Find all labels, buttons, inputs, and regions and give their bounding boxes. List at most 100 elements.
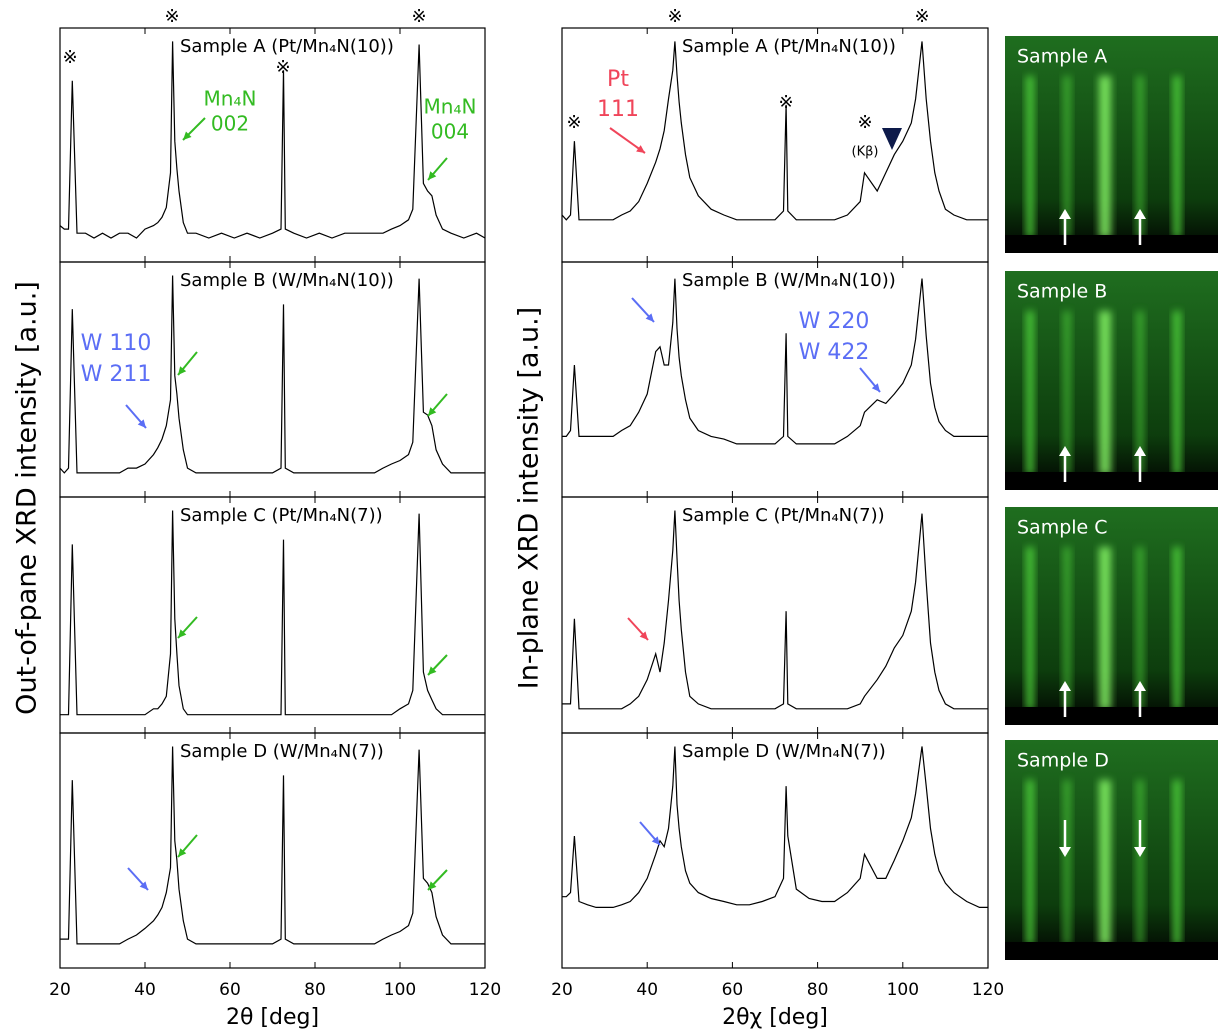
x-tick-label: 20 bbox=[551, 980, 573, 1000]
rheed-background bbox=[1005, 271, 1218, 490]
annotation: ※ bbox=[62, 47, 77, 68]
annotation: ※ bbox=[411, 6, 426, 27]
rheed-arrow-head bbox=[1059, 681, 1071, 691]
rheed-streak bbox=[1063, 547, 1071, 710]
annotation: W 211 bbox=[81, 362, 152, 387]
xrd-line bbox=[562, 278, 988, 445]
rheed-arrow-head bbox=[1134, 681, 1146, 691]
rheed-streak bbox=[1173, 311, 1181, 475]
panel-title: Sample D (W/Mn₄N(7)) bbox=[682, 741, 886, 762]
x-tick-label: 60 bbox=[219, 980, 241, 1000]
xrd-line bbox=[59, 41, 486, 239]
x-tick-label: 120 bbox=[469, 980, 501, 1000]
rheed-streak bbox=[1063, 76, 1071, 238]
xrd-line bbox=[561, 41, 988, 221]
rheed-streak bbox=[1173, 780, 1181, 945]
annotation: W 422 bbox=[799, 340, 870, 365]
panel-title: Sample C (Pt/Mn₄N(7)) bbox=[682, 505, 885, 526]
arrow-head bbox=[139, 881, 148, 890]
x-tick-label: 100 bbox=[887, 980, 919, 1000]
arrow-head bbox=[178, 848, 187, 857]
rheed-image: Sample C bbox=[1005, 507, 1218, 725]
rheed-background bbox=[1005, 740, 1218, 960]
arrow-head bbox=[137, 419, 146, 428]
marker-triangle bbox=[882, 128, 902, 150]
image-label: Sample C bbox=[1017, 517, 1108, 539]
arrow-head bbox=[428, 881, 437, 890]
x-axis-label: 2θ [deg] bbox=[226, 1005, 319, 1030]
annotation: 004 bbox=[431, 120, 469, 144]
y-axis-label: Out-of-pane XRD intensity [a.u.] bbox=[12, 281, 43, 715]
rheed-streak bbox=[1136, 76, 1144, 238]
arrow-head bbox=[178, 366, 187, 375]
rheed-arrow-head bbox=[1134, 446, 1146, 456]
arrow-head bbox=[183, 131, 192, 140]
rheed-arrow-head bbox=[1134, 847, 1146, 857]
xrd-line bbox=[562, 510, 988, 710]
arrow-head bbox=[428, 171, 437, 180]
panel-frame bbox=[561, 496, 989, 734]
x-tick-label: 20 bbox=[49, 980, 71, 1000]
annotation: ※ bbox=[914, 6, 929, 27]
panel-frame bbox=[561, 732, 989, 969]
annotation: ※ bbox=[275, 57, 290, 78]
rheed-streak bbox=[1026, 76, 1034, 238]
annotation: ※ bbox=[857, 112, 872, 133]
annotation: W 220 bbox=[799, 309, 870, 334]
panel-title: Sample D (W/Mn₄N(7)) bbox=[180, 741, 384, 762]
rheed-image: Sample B bbox=[1005, 271, 1218, 490]
annotation: W 110 bbox=[81, 331, 152, 356]
rheed-image: Sample D bbox=[1005, 740, 1218, 960]
arrow-head bbox=[639, 631, 648, 640]
xrd-line bbox=[562, 746, 988, 908]
y-axis-label: In-plane XRD intensity [a.u.] bbox=[514, 307, 545, 689]
rheed-streak bbox=[1136, 547, 1144, 710]
arrow-head bbox=[636, 145, 645, 153]
rheed-image: Sample A bbox=[1005, 36, 1218, 253]
panel-title: Sample C (Pt/Mn₄N(7)) bbox=[180, 505, 383, 526]
x-tick-label: 60 bbox=[722, 980, 744, 1000]
rheed-streak bbox=[1136, 780, 1144, 945]
rheed-streak bbox=[1136, 311, 1144, 475]
annotation: 002 bbox=[211, 112, 249, 136]
image-label: Sample D bbox=[1017, 750, 1109, 772]
rheed-arrow-head bbox=[1059, 847, 1071, 857]
x-tick-label: 80 bbox=[304, 980, 326, 1000]
rheed-shadow bbox=[1005, 707, 1218, 725]
arrow-head bbox=[871, 383, 880, 392]
rheed-streak bbox=[1173, 547, 1181, 710]
arrow-head bbox=[645, 313, 654, 322]
annotation: ※ bbox=[778, 92, 793, 113]
arrow-head bbox=[178, 629, 187, 638]
annotation: (Kβ) bbox=[852, 145, 879, 160]
rheed-streak bbox=[1099, 76, 1111, 238]
panel-frame bbox=[561, 261, 989, 498]
rheed-streak bbox=[1173, 76, 1181, 238]
rheed-streak bbox=[1099, 311, 1111, 475]
x-tick-label: 100 bbox=[384, 980, 416, 1000]
panel-title: Sample A (Pt/Mn₄N(10)) bbox=[180, 36, 394, 57]
rheed-shadow bbox=[1005, 235, 1218, 253]
x-tick-label: 40 bbox=[636, 980, 658, 1000]
panel-frame bbox=[59, 732, 486, 969]
rheed-shadow bbox=[1005, 942, 1218, 960]
panel-frame bbox=[59, 27, 486, 263]
image-label: Sample B bbox=[1017, 281, 1107, 303]
annotation: ※ bbox=[566, 112, 581, 133]
x-tick-label: 40 bbox=[134, 980, 156, 1000]
rheed-streak bbox=[1099, 780, 1111, 945]
rheed-background bbox=[1005, 36, 1218, 253]
x-axis-label: 2θχ [deg] bbox=[722, 1005, 828, 1030]
image-label: Sample A bbox=[1017, 46, 1107, 68]
arrow-head bbox=[428, 666, 437, 675]
x-tick-label: 120 bbox=[972, 980, 1004, 1000]
rheed-arrow-head bbox=[1059, 209, 1071, 219]
panel-title: Sample A (Pt/Mn₄N(10)) bbox=[682, 36, 896, 57]
annotation: Mn₄N bbox=[424, 95, 477, 119]
xrd-line bbox=[60, 510, 485, 716]
annotation: ※ bbox=[164, 6, 179, 27]
rheed-streak bbox=[1026, 780, 1034, 945]
rheed-streak bbox=[1099, 547, 1111, 710]
rheed-arrow-head bbox=[1134, 209, 1146, 219]
